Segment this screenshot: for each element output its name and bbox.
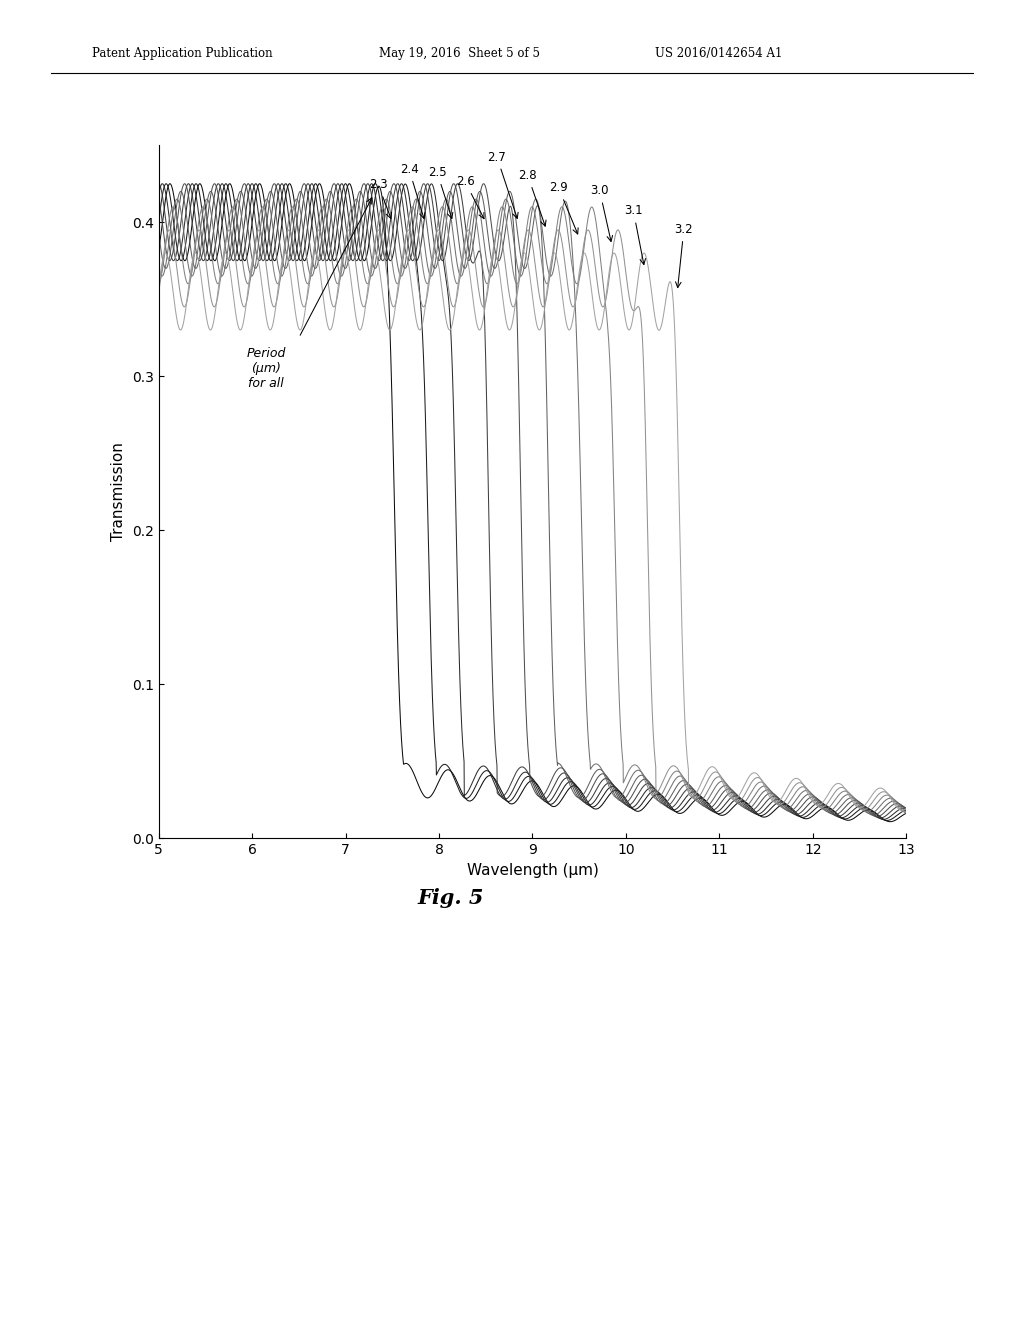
Text: 3.2: 3.2 — [675, 223, 693, 288]
Text: 2.6: 2.6 — [456, 176, 484, 219]
Text: 2.3: 2.3 — [369, 178, 391, 219]
Text: 3.1: 3.1 — [624, 205, 645, 264]
Text: US 2016/0142654 A1: US 2016/0142654 A1 — [655, 46, 782, 59]
Text: May 19, 2016  Sheet 5 of 5: May 19, 2016 Sheet 5 of 5 — [379, 46, 540, 59]
Text: Patent Application Publication: Patent Application Publication — [92, 46, 272, 59]
Text: 2.9: 2.9 — [549, 181, 579, 234]
Text: 2.8: 2.8 — [518, 169, 546, 226]
Text: 2.5: 2.5 — [428, 166, 453, 218]
X-axis label: Wavelength (μm): Wavelength (μm) — [467, 862, 598, 878]
Text: Fig. 5: Fig. 5 — [418, 888, 483, 908]
Text: 2.7: 2.7 — [487, 150, 518, 218]
Text: Period
(μm)
for all: Period (μm) for all — [247, 347, 286, 389]
Y-axis label: Transmission: Transmission — [112, 442, 126, 541]
Text: 3.0: 3.0 — [591, 185, 612, 242]
Text: 2.4: 2.4 — [399, 162, 425, 218]
